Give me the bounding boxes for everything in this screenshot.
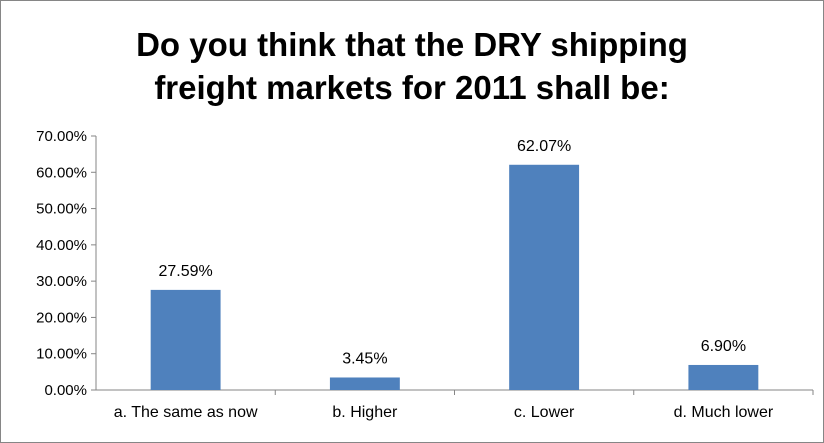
chart-title-line-2: freight markets for 2011 shall be: xyxy=(154,69,670,106)
y-tick-label: 20.00% xyxy=(36,309,87,326)
category-label: c. Lower xyxy=(514,404,575,421)
category-label: a. The same as now xyxy=(114,404,258,421)
bar xyxy=(688,364,759,390)
y-tick-label: 30.00% xyxy=(36,273,87,290)
category-label: d. Much lower xyxy=(674,404,774,421)
data-label: 3.45% xyxy=(342,350,387,367)
y-tick-label: 50.00% xyxy=(36,201,87,218)
y-tick-label: 60.00% xyxy=(36,164,87,181)
y-tick-label: 70.00% xyxy=(36,128,87,145)
bar xyxy=(329,377,400,390)
axes: 0.00% 10.00% 20.00% 30.00% 40.00% 50.00% 60.00… xyxy=(36,128,814,399)
chart-title: Do you think that the DRY shipping freig… xyxy=(1,23,823,109)
y-tick-label: 40.00% xyxy=(36,237,87,254)
y-tick-label: 0.00% xyxy=(44,382,87,399)
data-label: 27.59% xyxy=(158,263,212,280)
data-label: 6.90% xyxy=(701,338,746,355)
bar xyxy=(150,289,221,390)
labels: 27.59% a. The same as now 3.45% b. Higher 62… xyxy=(114,138,774,421)
chart-title-line-1: Do you think that the DRY shipping xyxy=(136,26,688,63)
bars xyxy=(150,164,759,390)
category-label: b. Higher xyxy=(332,404,398,421)
y-tick-label: 10.00% xyxy=(36,346,87,363)
data-label: 62.07% xyxy=(517,138,571,155)
bar xyxy=(509,164,580,390)
